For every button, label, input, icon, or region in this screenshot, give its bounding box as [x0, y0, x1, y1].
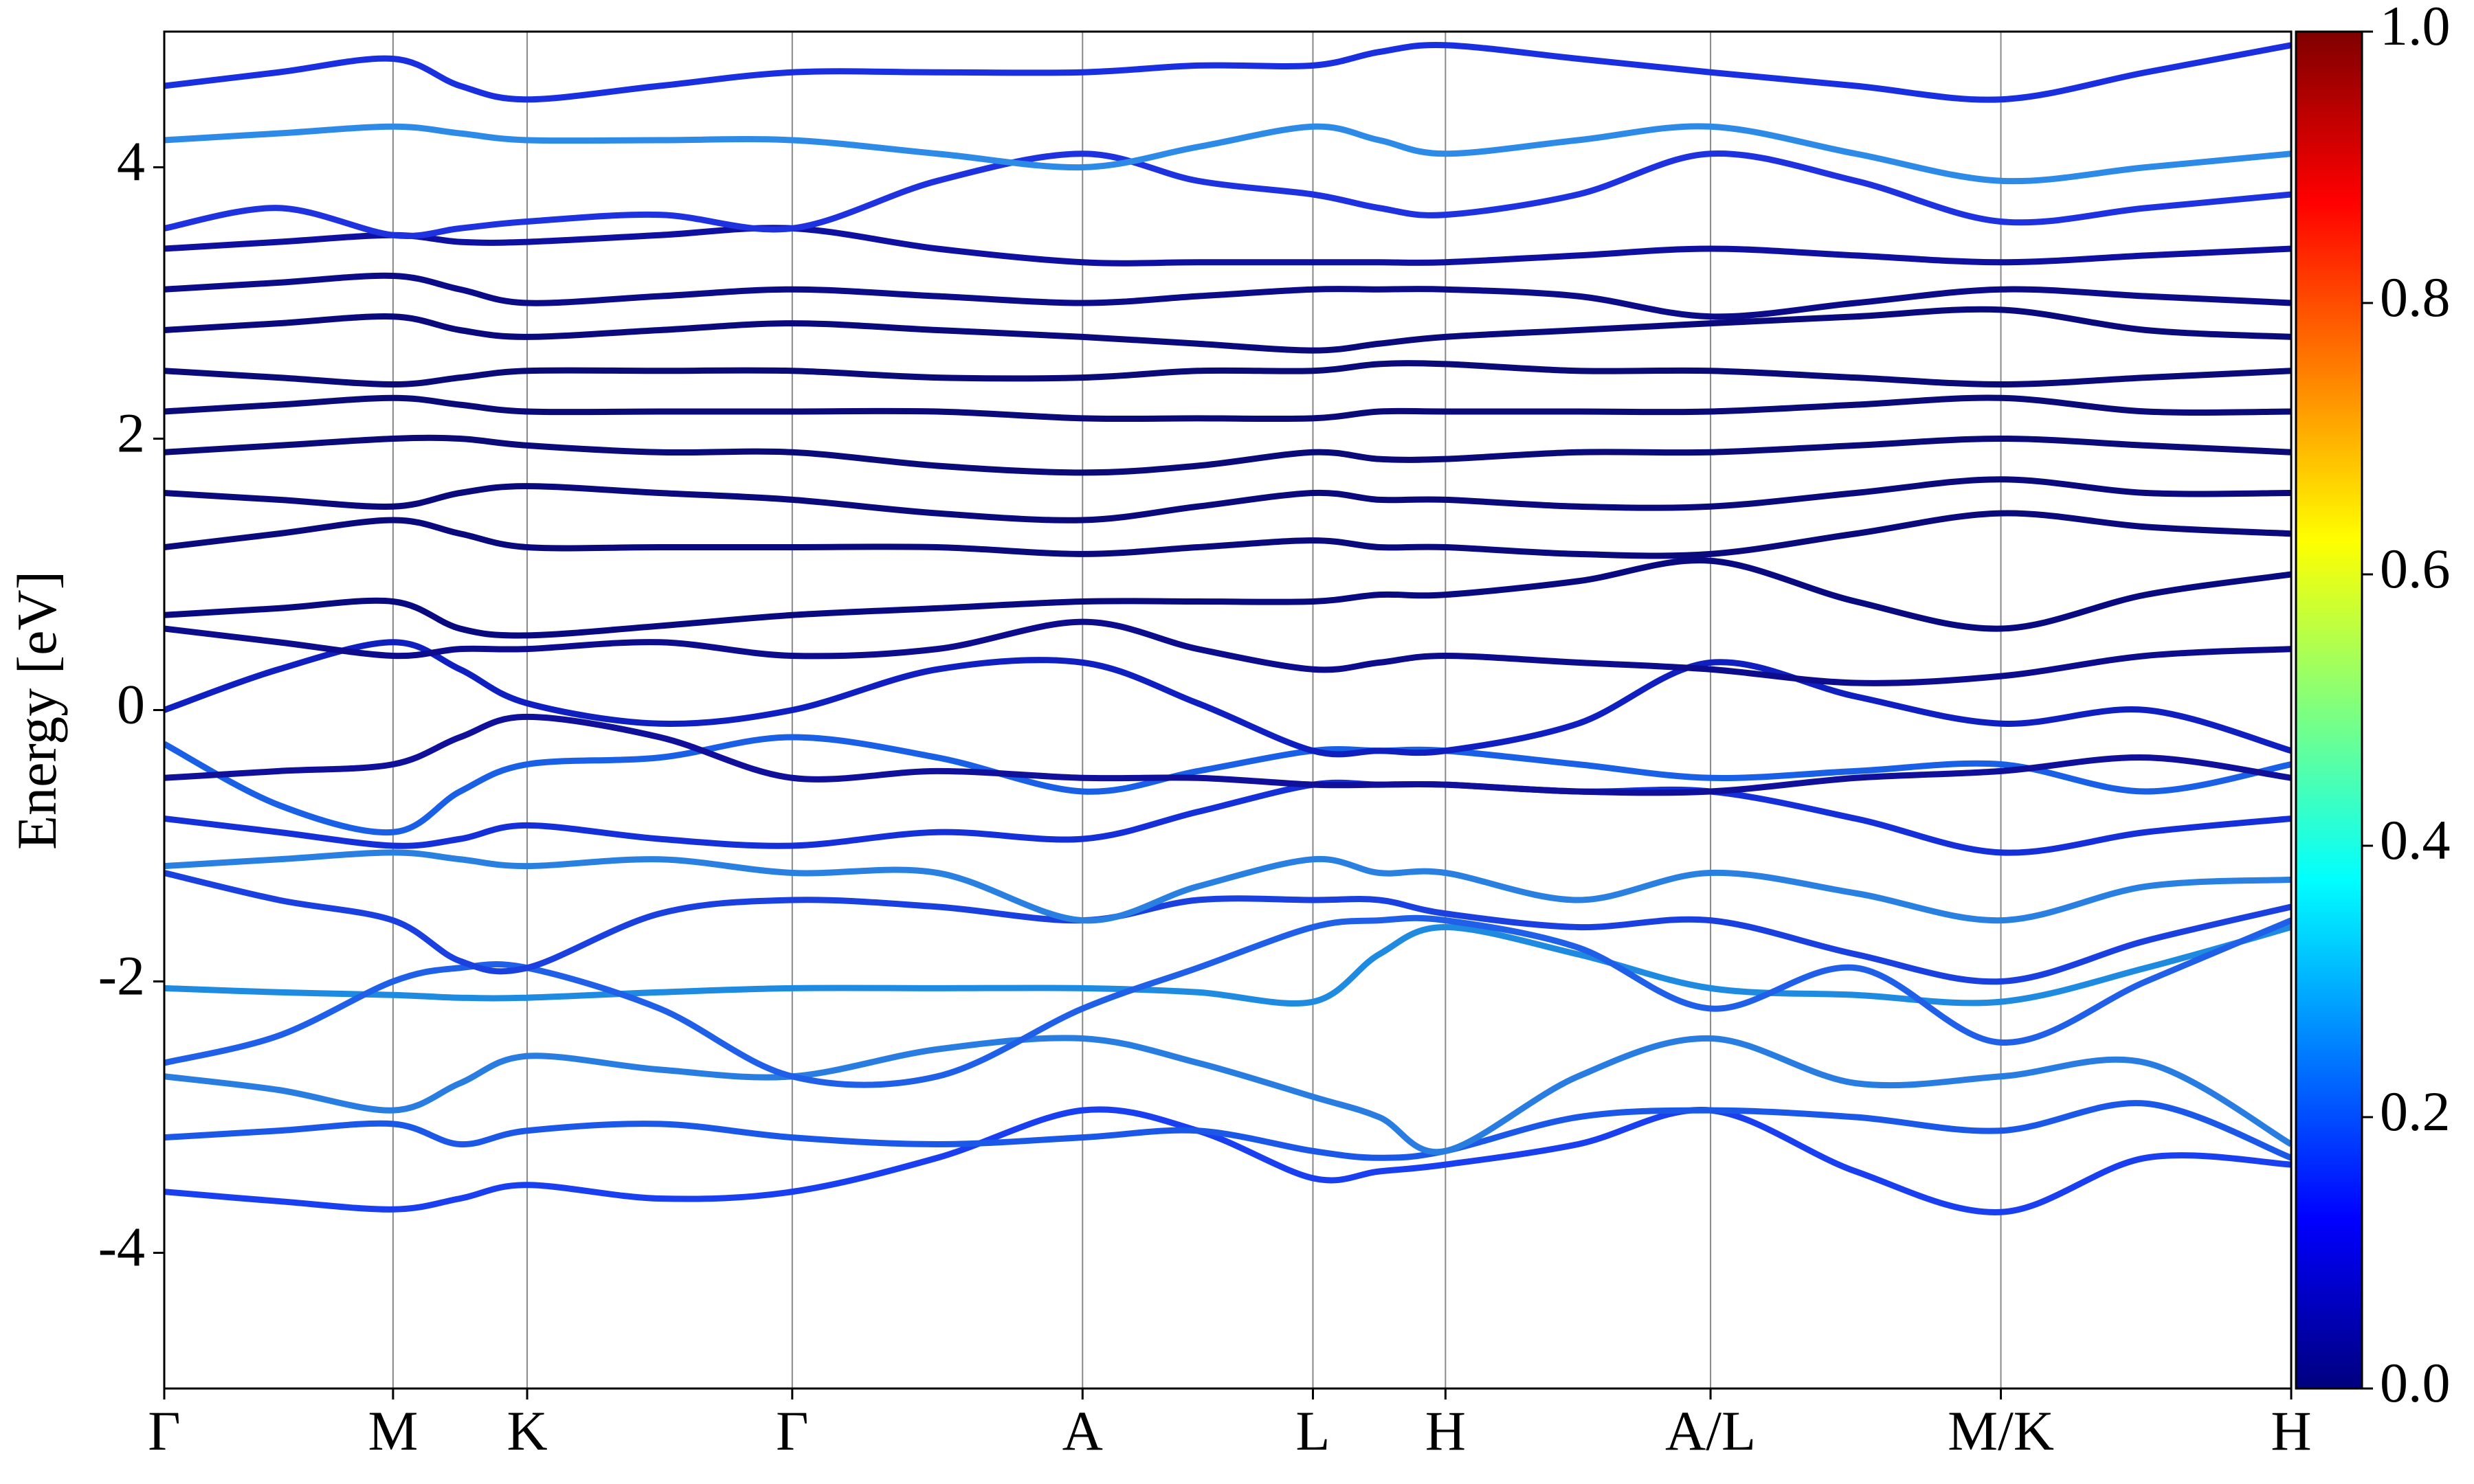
band-line	[164, 510, 2291, 559]
x-tick-label: M	[368, 1399, 418, 1462]
band-line	[164, 639, 2291, 758]
colorbar-tick-label: 1.0	[2380, 0, 2451, 57]
band-line	[164, 1100, 2291, 1161]
band-line	[164, 434, 2291, 476]
plot-area	[164, 41, 2291, 1215]
colorbar-tick-label: 0.8	[2380, 266, 2451, 328]
x-tick-label: A	[1062, 1399, 1103, 1462]
band-line	[164, 870, 2291, 985]
band-line	[164, 849, 2291, 924]
x-tick-label: L	[1295, 1399, 1330, 1462]
band-line	[164, 360, 2291, 387]
x-tick-label: M/K	[1948, 1399, 2054, 1462]
colorbar-tick-label: 0.6	[2380, 537, 2451, 600]
x-tick-label: Γ	[776, 1399, 808, 1462]
x-tick-label: Γ	[148, 1399, 180, 1462]
band-line	[164, 924, 2291, 1007]
colorbar-tick-label: 0.2	[2380, 1080, 2451, 1143]
colorbar-tick-label: 0.0	[2380, 1351, 2451, 1414]
band-line	[164, 394, 2291, 423]
x-tick-label: A/L	[1665, 1399, 1756, 1462]
band-line	[164, 272, 2291, 320]
band-line	[164, 1106, 2291, 1215]
band-line	[164, 150, 2291, 239]
band-line	[164, 618, 2291, 686]
y-tick-label: 0	[117, 673, 145, 735]
y-tick-label: -2	[98, 944, 145, 1007]
band-line	[164, 306, 2291, 354]
band-line	[164, 123, 2291, 185]
band-line	[164, 779, 2291, 856]
band-line	[164, 225, 2291, 267]
band-line	[164, 734, 2291, 836]
band-line	[164, 476, 2291, 524]
band-line	[164, 557, 2291, 639]
x-tick-label: K	[506, 1399, 547, 1462]
y-tick-label: 2	[117, 401, 145, 464]
plot-frame	[163, 30, 2293, 1390]
x-tick-label: H	[2271, 1399, 2311, 1462]
band-line	[164, 713, 2291, 796]
x-tick-label: H	[1425, 1399, 1466, 1462]
colorbar	[2295, 30, 2363, 1390]
y-axis-label: Energy [eV]	[5, 571, 68, 850]
colorbar-tick-label: 0.4	[2380, 809, 2451, 871]
y-tick-label: -4	[98, 1215, 145, 1278]
y-tick-label: 4	[117, 130, 145, 192]
band-line	[164, 41, 2291, 103]
band-line	[164, 1035, 2291, 1156]
